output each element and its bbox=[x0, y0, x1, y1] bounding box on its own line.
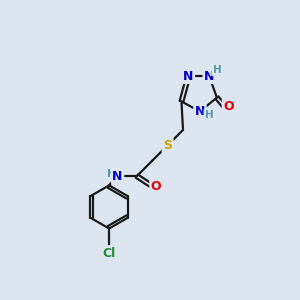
Text: O: O bbox=[223, 100, 234, 113]
Text: H: H bbox=[107, 169, 116, 179]
Text: Cl: Cl bbox=[103, 247, 116, 260]
Text: N: N bbox=[112, 169, 123, 183]
Text: O: O bbox=[151, 180, 161, 193]
Text: N: N bbox=[204, 70, 214, 83]
Text: H: H bbox=[212, 65, 221, 75]
Text: S: S bbox=[163, 139, 172, 152]
Text: N: N bbox=[195, 105, 205, 118]
Text: N: N bbox=[183, 70, 194, 83]
Text: H: H bbox=[205, 110, 214, 120]
